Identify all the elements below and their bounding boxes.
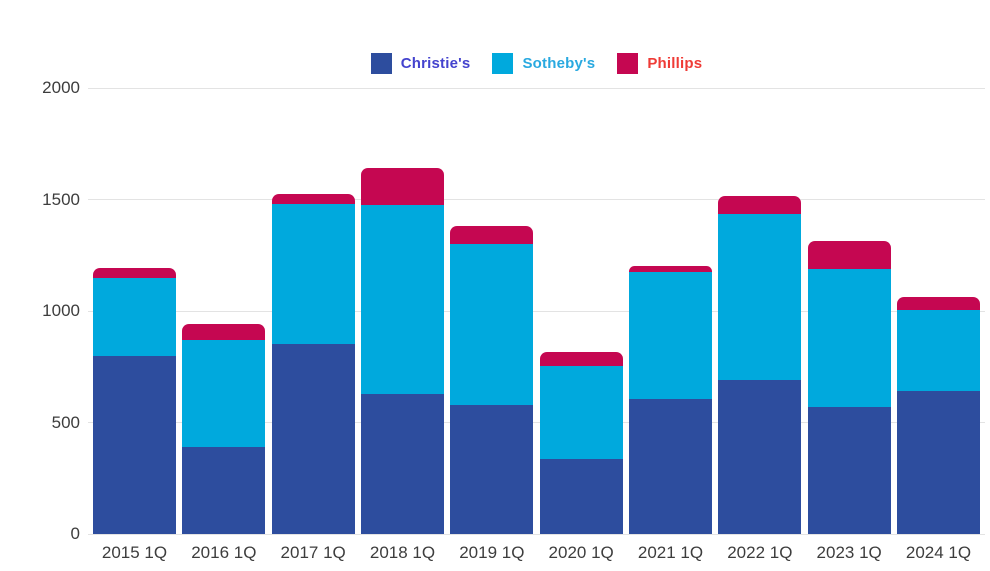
bar-segment-christie-s: [93, 355, 176, 534]
gridline-1500: [88, 199, 985, 200]
bar-2015-1q: [93, 88, 176, 534]
x-tick-label: 2015 1Q: [101, 543, 168, 562]
bar-segment-phillips: [93, 267, 176, 278]
bar-segment-sotheby-s: [361, 205, 444, 394]
gridline-1000: [88, 310, 985, 312]
x-tick-label: 2022 1Q: [727, 543, 793, 562]
square-swatch-icon: [370, 52, 392, 74]
bar-segment-christie-s: [807, 406, 891, 534]
y-tick-label: 1000: [42, 301, 80, 320]
x-tick-label: 2020 1Q: [548, 543, 614, 562]
x-tick-label: 2021 1Q: [637, 543, 704, 562]
gridline-2000: [88, 87, 985, 89]
y-tick-label: 0: [70, 524, 80, 543]
legend-item-christie-s: Christie's: [370, 52, 471, 74]
bar-segment-sotheby-s: [629, 271, 712, 400]
bar-segment-phillips: [807, 240, 891, 269]
x-tick-label: 2018 1Q: [369, 543, 436, 562]
bar-segment-phillips: [897, 296, 980, 310]
x-tick-label: 2017 1Q: [280, 543, 346, 562]
bar-2020-1q: [539, 88, 623, 534]
legend-label: Christie's: [400, 54, 471, 72]
gridline-0: [88, 533, 985, 535]
bar-2023-1q: [807, 88, 891, 534]
y-tick-label: 500: [51, 412, 80, 432]
square-swatch-icon: [492, 52, 514, 74]
bar-2022-1q: [718, 88, 802, 534]
legend-item-sotheby-s: Sotheby's: [492, 52, 596, 74]
plot-area: [88, 87, 985, 535]
bar-segment-sotheby-s: [718, 214, 802, 381]
bar-segment-christie-s: [182, 447, 266, 534]
bar-segment-christie-s: [629, 399, 712, 534]
bar-segment-christie-s: [450, 404, 534, 534]
y-tick-label: 1500: [42, 189, 80, 209]
bar-2021-1q: [629, 88, 712, 534]
bar-segment-christie-s: [718, 380, 802, 534]
bar-segment-phillips: [718, 196, 802, 214]
bar-2016-1q: [182, 88, 266, 534]
bar-segment-phillips: [182, 324, 266, 340]
bar-2018-1q: [361, 88, 444, 534]
x-tick-label: 2023 1Q: [816, 543, 882, 562]
legend: Christie's Sotheby's Phillips: [88, 50, 985, 76]
bar-segment-sotheby-s: [271, 203, 355, 345]
bar-segment-sotheby-s: [182, 340, 266, 448]
bar-segment-sotheby-s: [539, 365, 623, 460]
bar-segment-phillips: [539, 352, 623, 366]
legend-label: Sotheby's: [522, 54, 596, 72]
bar-segment-christie-s: [539, 459, 623, 534]
bar-2019-1q: [450, 88, 534, 534]
bar-segment-phillips: [361, 168, 444, 206]
x-tick-label: 2019 1Q: [459, 543, 525, 562]
legend-label: Phillips: [647, 54, 703, 72]
bar-segment-sotheby-s: [93, 277, 176, 356]
y-tick-label: 2000: [42, 78, 80, 97]
bar-segment-christie-s: [361, 393, 444, 534]
bar-segment-phillips: [629, 266, 712, 272]
x-tick-label: 2024 1Q: [905, 543, 972, 562]
bar-2024-1q: [897, 88, 980, 534]
bar-segment-christie-s: [271, 344, 355, 534]
bar-segment-sotheby-s: [897, 309, 980, 392]
gridline-500: [88, 422, 985, 423]
legend-item-phillips: Phillips: [617, 52, 703, 74]
bar-2017-1q: [271, 88, 355, 534]
bar-segment-sotheby-s: [807, 268, 891, 407]
x-tick-label: 2016 1Q: [191, 543, 257, 562]
bar-segment-christie-s: [897, 391, 980, 534]
square-swatch-icon: [617, 52, 639, 74]
bar-segment-sotheby-s: [450, 244, 534, 405]
bar-segment-phillips: [271, 193, 355, 204]
bar-segment-phillips: [450, 226, 534, 245]
